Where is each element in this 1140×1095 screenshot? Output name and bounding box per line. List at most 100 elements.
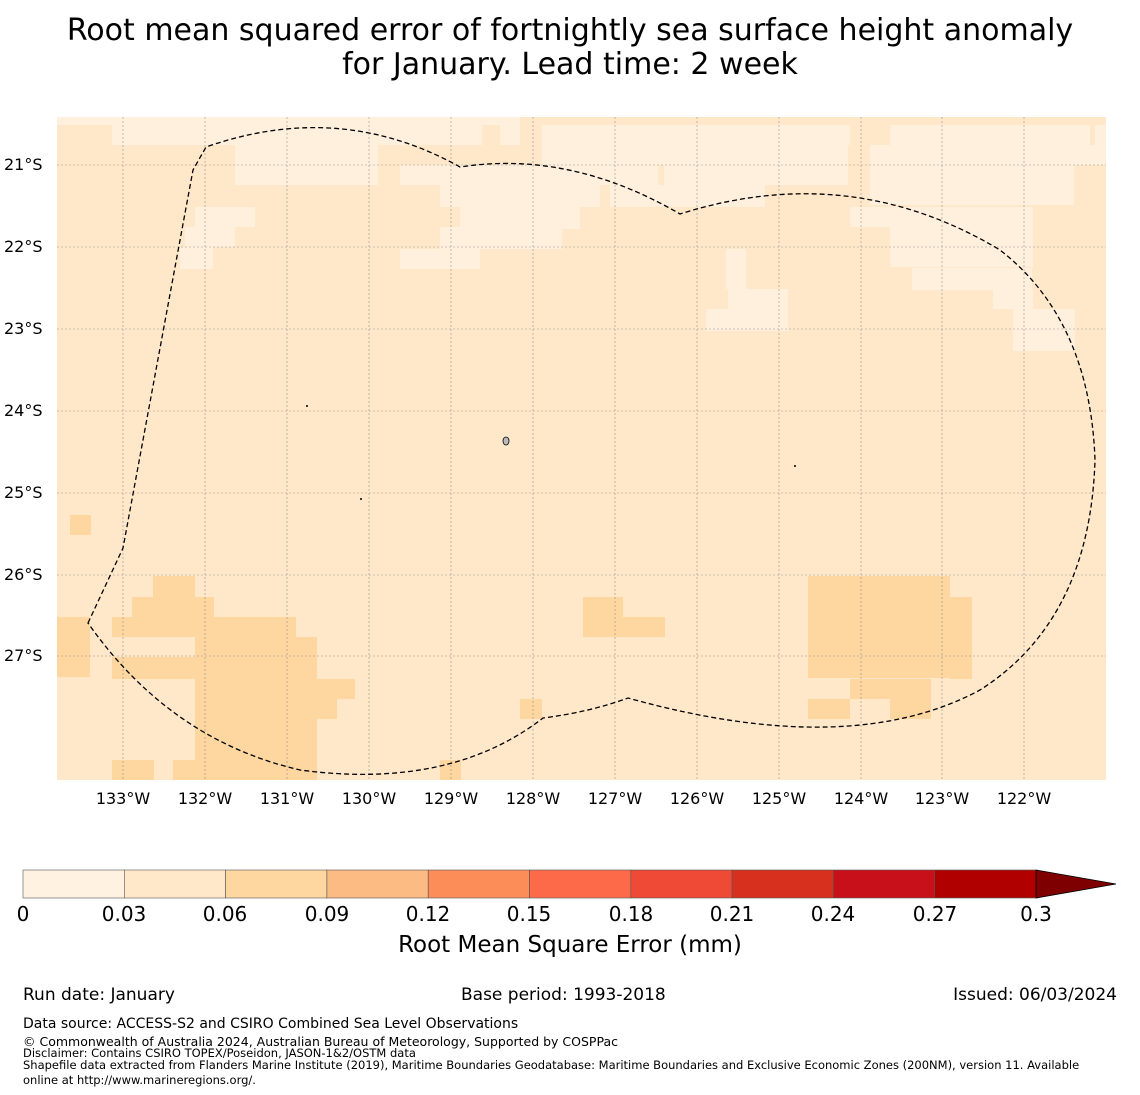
disclaimer: Disclaimer: Contains CSIRO TOPEX/Poseido… [23, 1046, 416, 1060]
low-rmse-cell [870, 145, 1095, 165]
low-rmse-cell [400, 249, 480, 269]
low-rmse-cell [993, 289, 1033, 309]
lat-label: 21°S [4, 155, 43, 174]
mid-rmse-cell [195, 679, 355, 699]
colorbar-segment [225, 869, 328, 899]
lat-label: 22°S [4, 237, 43, 256]
lon-label: 133°W [95, 789, 151, 808]
colorbar-extend-arrow [1035, 869, 1117, 899]
run-date: Run date: January [23, 985, 175, 1005]
lat-label: 23°S [4, 319, 43, 338]
low-rmse-cell [462, 125, 482, 145]
low-rmse-cell [912, 268, 1032, 290]
lat-label: 25°S [4, 483, 43, 502]
chart-title: Root mean squared error of fortnightly s… [0, 14, 1140, 82]
lon-label: 132°W [177, 789, 233, 808]
mid-rmse-cell [112, 760, 154, 780]
island-small-2 [360, 498, 362, 500]
colorbar-tick-label: 0.27 [912, 902, 958, 926]
colorbar-tick-label: 0.06 [202, 902, 248, 926]
colorbar-segment [427, 869, 530, 899]
mid-rmse-cell [276, 617, 296, 637]
colorbar-segment [934, 869, 1037, 899]
colorbar [22, 869, 1117, 899]
low-rmse-cell [850, 207, 1033, 227]
issued-date: Issued: 06/03/2024 [953, 985, 1117, 1005]
colorbar-tick-label: 0.12 [405, 902, 451, 926]
rmse-map [57, 117, 1106, 780]
low-rmse-cell [440, 227, 562, 249]
mid-rmse-cell [132, 597, 214, 617]
mid-rmse-cell [195, 699, 337, 719]
low-rmse-cell [728, 289, 788, 311]
low-rmse-cell [870, 165, 1074, 205]
low-rmse-cell [57, 117, 520, 125]
colorbar-tick-label: 0.15 [506, 902, 552, 926]
lon-label: 126°W [669, 789, 725, 808]
lat-label: 27°S [4, 646, 43, 665]
colorbar-label: Root Mean Square Error (mm) [398, 932, 742, 958]
colorbar-segments [22, 869, 1037, 899]
lon-label: 123°W [914, 789, 970, 808]
colorbar-tick-label: 0.24 [810, 902, 856, 926]
island-small-1 [306, 405, 308, 407]
lon-label: 127°W [587, 789, 643, 808]
mid-rmse-cell [57, 617, 90, 677]
title-line-1: Root mean squared error of fortnightly s… [66, 13, 1074, 48]
low-rmse-cell [185, 227, 235, 247]
copyright: © Commonwealth of Australia 2024, Austra… [23, 1034, 618, 1049]
mid-rmse-cell [583, 597, 623, 637]
colorbar-segment [529, 869, 632, 899]
title-line-2: for January. Lead time: 2 week [342, 47, 798, 82]
mid-rmse-cell [112, 657, 197, 679]
colorbar-tick-label: 0.09 [304, 902, 350, 926]
lon-label: 124°W [833, 789, 889, 808]
lon-label: 122°W [996, 789, 1052, 808]
island-pitcairn [502, 436, 510, 446]
low-rmse-cell [890, 125, 1090, 145]
base-period: Base period: 1993-2018 [461, 985, 666, 1005]
mid-rmse-cell [440, 760, 461, 780]
colorbar-segment [124, 869, 226, 899]
mid-rmse-cell [623, 617, 665, 637]
mid-rmse-cell [153, 576, 195, 598]
colorbar-tick-label: 0.21 [709, 902, 755, 926]
low-rmse-cell [400, 165, 658, 185]
low-rmse-cell [180, 247, 213, 269]
mid-rmse-cell [850, 679, 912, 699]
mid-rmse-cell [195, 719, 317, 780]
low-rmse-cell [610, 185, 765, 207]
lon-label: 130°W [341, 789, 397, 808]
low-rmse-cell [1095, 125, 1106, 165]
data-source: Data source: ACCESS-S2 and CSIRO Combine… [23, 1016, 519, 1032]
lon-label: 125°W [751, 789, 807, 808]
mid-rmse-cell [808, 699, 850, 719]
map-gridlines [57, 117, 1106, 780]
lon-label: 131°W [259, 789, 315, 808]
mid-rmse-cell [70, 515, 91, 535]
map-cells [57, 117, 1106, 780]
low-rmse-cell [460, 207, 580, 229]
low-rmse-cell [500, 125, 520, 145]
lat-label: 24°S [4, 401, 43, 420]
colorbar-segment [833, 869, 936, 899]
mid-rmse-cell [520, 699, 542, 719]
low-rmse-cell [664, 165, 848, 185]
colorbar-tick-label: 0 [16, 902, 30, 926]
low-rmse-cell [706, 309, 788, 331]
mid-rmse-cell [910, 679, 931, 699]
low-rmse-cell [542, 145, 848, 165]
mid-rmse-cell [950, 597, 972, 679]
colorbar-segment [630, 869, 733, 899]
low-rmse-cell [440, 185, 600, 207]
lon-label: 128°W [505, 789, 561, 808]
colorbar-segment [731, 869, 834, 899]
low-rmse-cell [542, 125, 850, 145]
low-rmse-cell [1013, 309, 1075, 351]
low-rmse-cell [726, 249, 746, 289]
colorbar-segment [326, 869, 429, 899]
colorbar-segment [22, 869, 125, 899]
eez-boundary [87, 126, 1096, 775]
mid-rmse-cell [173, 760, 195, 780]
lat-label: 26°S [4, 565, 43, 584]
